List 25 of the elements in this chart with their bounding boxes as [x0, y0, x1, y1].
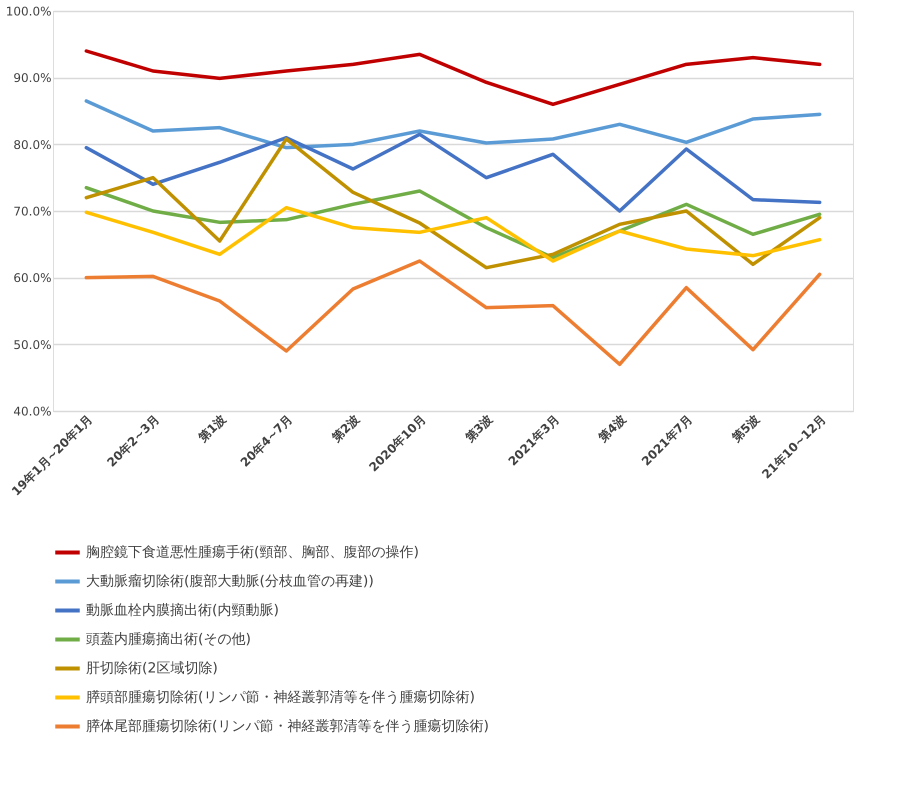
legend-label: 頭蓋内腫瘍摘出術(その他): [86, 632, 251, 648]
x-tick-label: 第1波: [195, 411, 230, 446]
legend-label: 胸腔鏡下食道悪性腫瘍手術(頸部、胸部、腹部の操作): [86, 544, 419, 560]
y-tick-label: 80.0%: [13, 138, 52, 152]
legend-label: 肝切除術(2区域切除): [86, 660, 218, 676]
x-tick-label: 第5波: [728, 411, 763, 446]
x-tick-label: 第3波: [462, 411, 496, 446]
line-series: [84, 137, 822, 270]
line-series: [84, 49, 822, 106]
y-tick-label: 70.0%: [13, 204, 52, 218]
legend-label: 動脈血栓内膜摘出術(内頸動脈): [86, 602, 279, 618]
y-tick-label: 50.0%: [13, 338, 52, 352]
line-series: [84, 99, 822, 150]
legend-label: 膵頭部腫瘍切除術(リンパ節・神経叢郭清等を伴う腫瘍切除術): [86, 690, 475, 706]
line-series: [84, 206, 822, 263]
y-tick-label: 90.0%: [13, 71, 52, 86]
legend-label: 大動脈瘤切除術(腹部大動脈(分枝血管の再建)): [86, 574, 374, 590]
y-tick-label: 60.0%: [13, 271, 52, 286]
x-tick-label: 第2波: [328, 411, 363, 446]
x-tick-label: 第4波: [595, 411, 630, 446]
line-series: [84, 132, 822, 213]
y-tick-label: 40.0%: [13, 404, 52, 418]
legend-label: 膵体尾部腫瘍切除術(リンパ節・神経叢郭清等を伴う腫瘍切除術): [86, 718, 489, 734]
y-tick-label: 100.0%: [6, 4, 52, 18]
line-series: [84, 259, 822, 366]
